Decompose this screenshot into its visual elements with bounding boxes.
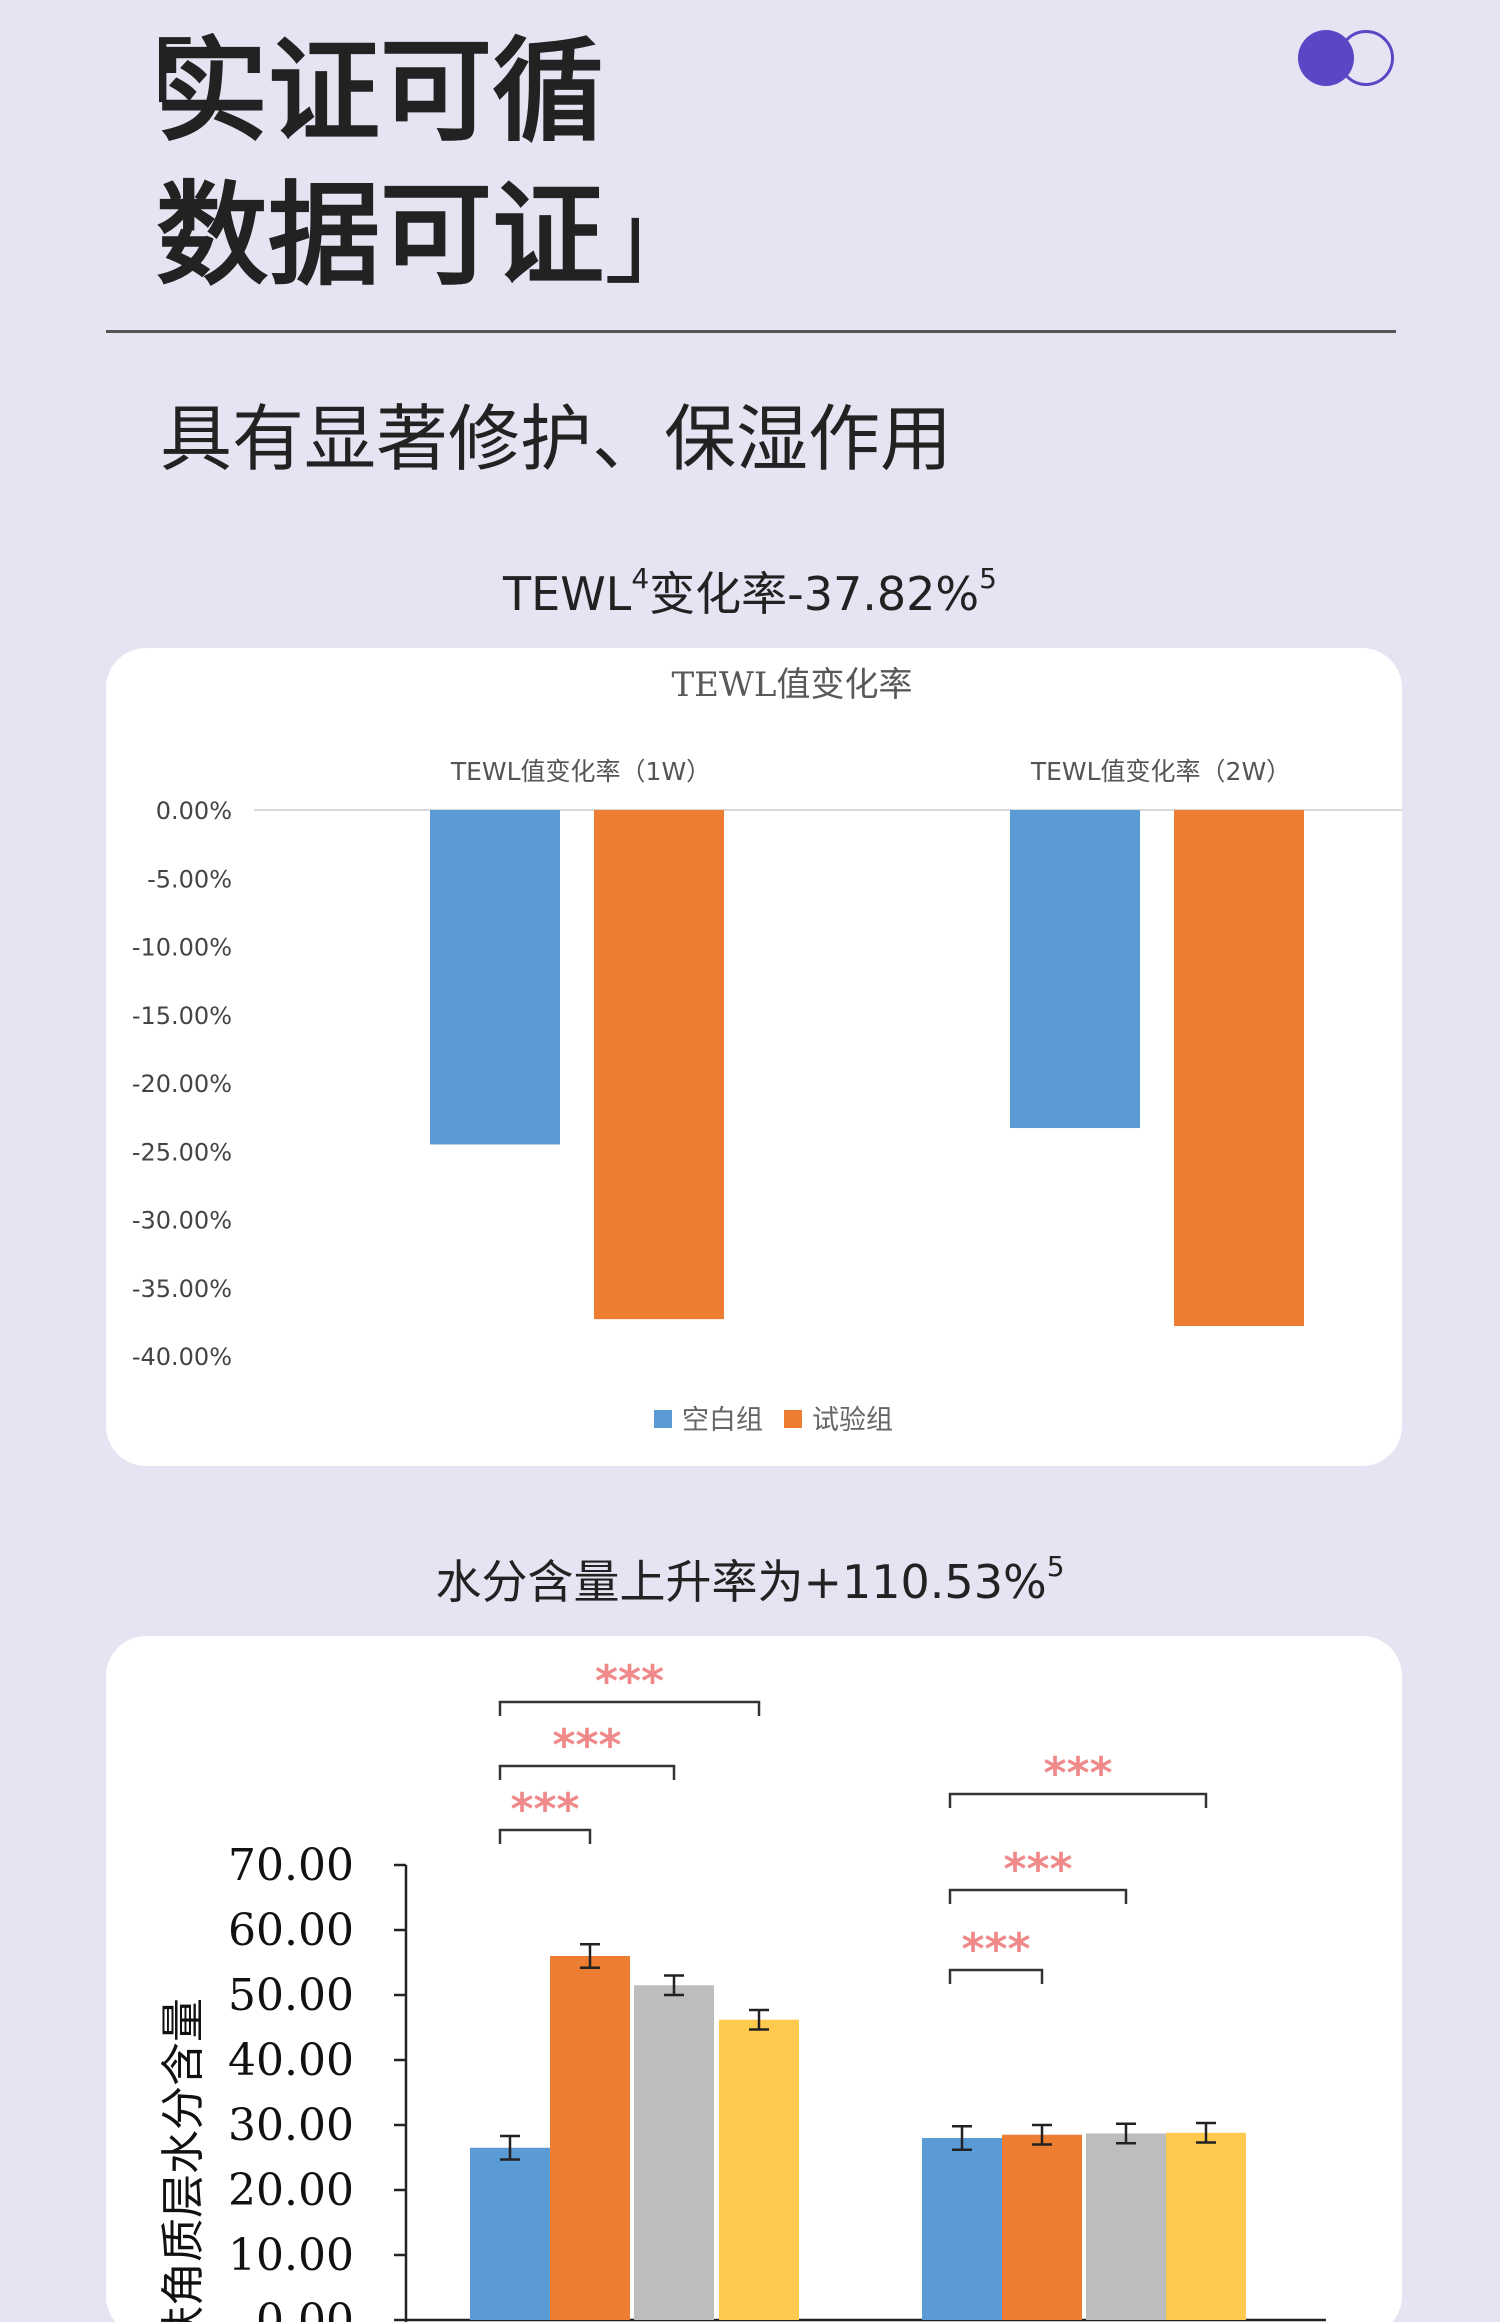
headline-line-2: 数据可证」 bbox=[100, 164, 704, 312]
bar bbox=[719, 2019, 799, 2320]
tewl-caption-sup1: 4 bbox=[631, 562, 650, 595]
legend-swatch bbox=[654, 1410, 672, 1428]
close-bracket: 」 bbox=[604, 181, 704, 298]
tewl-caption: TEWL4变化率-37.82%5 bbox=[0, 558, 1500, 624]
category-label: TEWL值变化率（2W） bbox=[1030, 757, 1291, 786]
chart-title: TEWL值变化率 bbox=[671, 665, 912, 705]
y-tick-label: 10.00 bbox=[228, 2230, 354, 2281]
y-axis-label: 皮肤角质层水分含量 bbox=[158, 1998, 209, 2322]
y-tick-label: 20.00 bbox=[228, 2165, 354, 2216]
headline: 「 实证可循 数据可证」 bbox=[94, 20, 704, 312]
significance-bracket bbox=[498, 1764, 676, 1780]
significance-bracket bbox=[498, 1700, 761, 1716]
y-tick-label: -10.00% bbox=[132, 934, 232, 962]
bar bbox=[1002, 2134, 1082, 2320]
significance-bracket bbox=[498, 1828, 592, 1844]
significance-label: *** bbox=[1043, 1748, 1112, 1799]
category-label: TEWL值变化率（1W） bbox=[450, 757, 711, 786]
y-tick-label: -30.00% bbox=[132, 1207, 232, 1235]
divider bbox=[106, 330, 1396, 333]
bar bbox=[550, 1956, 630, 2320]
y-tick-label: -40.00% bbox=[132, 1343, 232, 1371]
bar bbox=[470, 2147, 550, 2320]
y-tick-label: 50.00 bbox=[228, 1970, 354, 2021]
legend-label: 试验组 bbox=[812, 1405, 893, 1436]
significance-label: *** bbox=[1003, 1844, 1072, 1895]
legend-label: 空白组 bbox=[682, 1405, 763, 1436]
tewl-caption-rest: 变化率-37.82% bbox=[649, 567, 980, 621]
tewl-chart-card: TEWL值变化率 0.00% -5.00% -10.00% -15.00% -20.00%… bbox=[106, 648, 1402, 1466]
legend-swatch bbox=[784, 1410, 802, 1428]
y-tick-label: -20.00% bbox=[132, 1070, 232, 1098]
y-tick-label: 0.00 bbox=[256, 2295, 354, 2322]
bar bbox=[922, 2138, 1002, 2320]
significance-label: *** bbox=[552, 1720, 621, 1771]
subtitle: 具有显著修护、保湿作用 bbox=[160, 397, 953, 481]
y-tick-label: 40.00 bbox=[228, 2035, 354, 2086]
bar bbox=[1086, 2133, 1166, 2320]
bar bbox=[634, 1985, 714, 2320]
toggle-knob bbox=[1298, 30, 1354, 86]
moisture-caption-main: 水分含量上升率为+110.53% bbox=[435, 1555, 1047, 1609]
moisture-chart-card: 0.00 10.00 20.00 30.00 40.00 50.00 60.00 70.00 皮… bbox=[106, 1636, 1402, 2322]
bar-空白组 bbox=[430, 810, 560, 1145]
tewl-caption-main: TEWL bbox=[503, 567, 632, 621]
significance-label: *** bbox=[595, 1656, 664, 1707]
tewl-chart: TEWL值变化率 0.00% -5.00% -10.00% -15.00% -20.00%… bbox=[132, 665, 1402, 1436]
headline-line-2-text: 数据可证 bbox=[156, 171, 604, 301]
y-tick-label: 0.00% bbox=[156, 797, 232, 825]
bar-试验组 bbox=[1174, 810, 1304, 1326]
y-tick-label: 70.00 bbox=[228, 1840, 354, 1891]
y-tick-label: -25.00% bbox=[132, 1138, 232, 1166]
open-bracket: 「 bbox=[94, 29, 194, 146]
significance-label: *** bbox=[961, 1924, 1030, 1975]
moisture-chart: 0.00 10.00 20.00 30.00 40.00 50.00 60.00 70.00 皮… bbox=[158, 1656, 1326, 2322]
y-tick-label: 60.00 bbox=[228, 1905, 354, 1956]
significance-label: *** bbox=[510, 1784, 579, 1835]
bar bbox=[1166, 2132, 1246, 2320]
toggle-switch-icon[interactable] bbox=[1298, 30, 1396, 86]
bar-空白组 bbox=[1010, 810, 1140, 1129]
y-tick-label: -35.00% bbox=[132, 1275, 232, 1303]
significance-bracket bbox=[948, 1968, 1044, 1984]
moisture-caption: 水分含量上升率为+110.53%5 bbox=[0, 1546, 1500, 1612]
significance-bracket bbox=[948, 1792, 1208, 1808]
moisture-caption-sup: 5 bbox=[1046, 1550, 1065, 1583]
headline-line-1: 实证可循 bbox=[156, 27, 604, 157]
y-tick-label: -15.00% bbox=[132, 1002, 232, 1030]
y-tick-label: 30.00 bbox=[228, 2100, 354, 2151]
tewl-caption-sup2: 5 bbox=[979, 562, 997, 595]
significance-bracket bbox=[948, 1888, 1128, 1904]
y-tick-label: -5.00% bbox=[147, 865, 232, 893]
bar-试验组 bbox=[594, 810, 724, 1320]
